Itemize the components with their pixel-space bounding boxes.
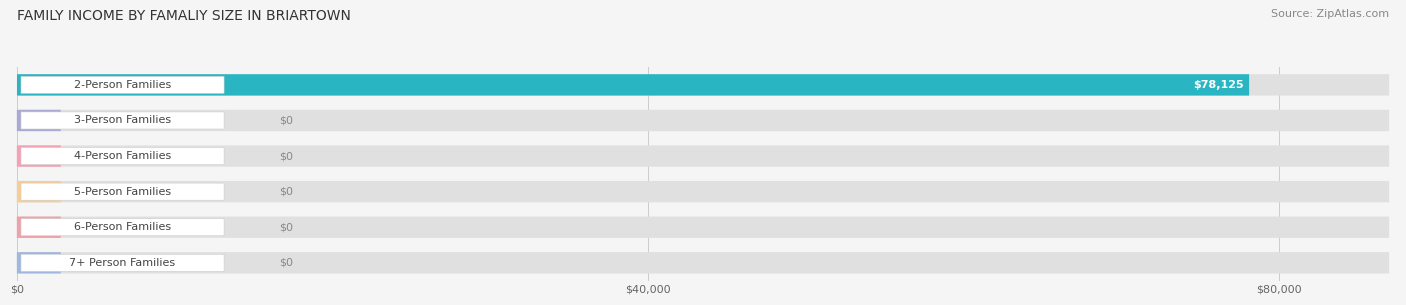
Text: 6-Person Families: 6-Person Families	[75, 222, 172, 232]
FancyBboxPatch shape	[21, 112, 224, 129]
FancyBboxPatch shape	[21, 148, 224, 165]
Text: $0: $0	[278, 222, 292, 232]
FancyBboxPatch shape	[17, 145, 1389, 167]
FancyBboxPatch shape	[21, 254, 224, 271]
Text: $0: $0	[278, 151, 292, 161]
FancyBboxPatch shape	[17, 110, 60, 131]
FancyBboxPatch shape	[17, 252, 1389, 274]
Text: 4-Person Families: 4-Person Families	[75, 151, 172, 161]
Text: 3-Person Families: 3-Person Families	[75, 116, 172, 125]
FancyBboxPatch shape	[17, 217, 60, 238]
Text: 2-Person Families: 2-Person Families	[75, 80, 172, 90]
FancyBboxPatch shape	[21, 183, 224, 200]
FancyBboxPatch shape	[17, 181, 1389, 202]
Text: Source: ZipAtlas.com: Source: ZipAtlas.com	[1271, 9, 1389, 19]
FancyBboxPatch shape	[21, 219, 224, 236]
FancyBboxPatch shape	[17, 110, 1389, 131]
FancyBboxPatch shape	[21, 76, 224, 93]
Text: FAMILY INCOME BY FAMALIY SIZE IN BRIARTOWN: FAMILY INCOME BY FAMALIY SIZE IN BRIARTO…	[17, 9, 350, 23]
Text: 5-Person Families: 5-Person Families	[75, 187, 172, 197]
FancyBboxPatch shape	[17, 181, 60, 202]
Text: $0: $0	[278, 258, 292, 268]
Text: $0: $0	[278, 116, 292, 125]
FancyBboxPatch shape	[17, 145, 60, 167]
FancyBboxPatch shape	[17, 74, 1389, 95]
FancyBboxPatch shape	[17, 74, 1249, 95]
Text: $0: $0	[278, 187, 292, 197]
Text: $78,125: $78,125	[1194, 80, 1244, 90]
Text: 7+ Person Families: 7+ Person Families	[69, 258, 176, 268]
FancyBboxPatch shape	[17, 217, 1389, 238]
FancyBboxPatch shape	[17, 252, 60, 274]
